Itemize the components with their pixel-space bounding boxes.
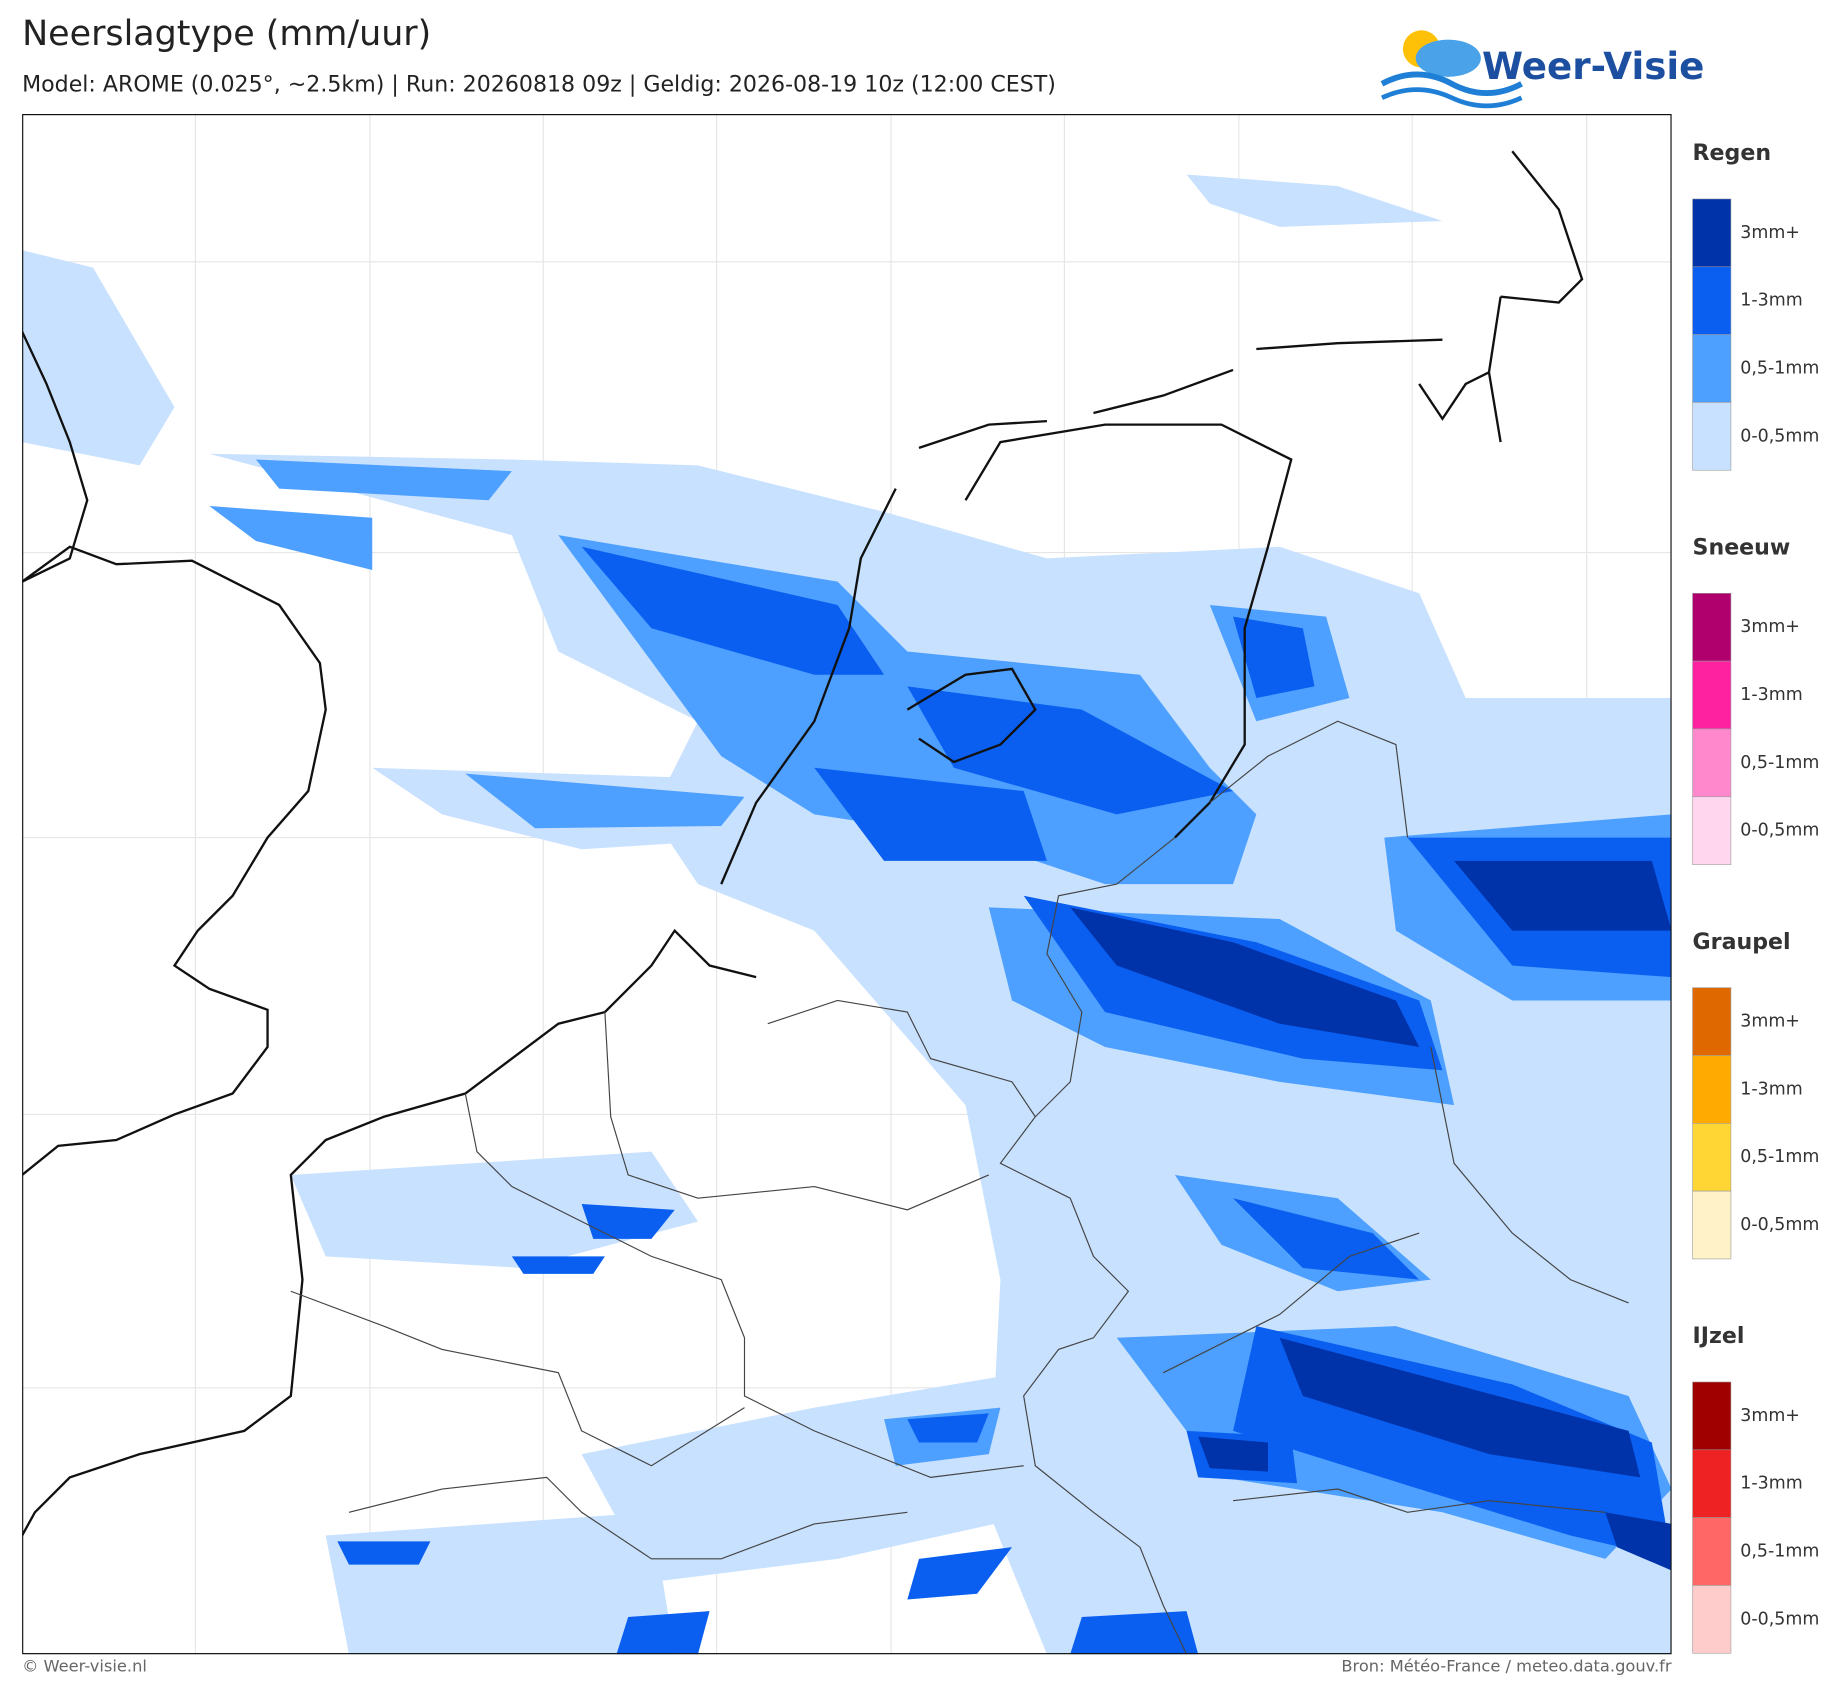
footer-left: © Weer-visie.nl (22, 1657, 147, 1676)
legend-label: 1-3mm (1740, 1079, 1802, 1099)
legend-label: 0,5-1mm (1740, 359, 1819, 379)
legend-swatch (1692, 1122, 1732, 1192)
legend-swatch (1692, 1190, 1732, 1260)
map (22, 114, 1672, 1655)
legend-group-title: Graupel (1693, 929, 1791, 955)
legend-label: 0-0,5mm (1740, 1215, 1819, 1235)
logo: Weer-Visie (1380, 30, 1704, 109)
legend-swatch (1692, 1517, 1732, 1586)
subtitle: Model: AROME (0.025°, ~2.5km) | Run: 202… (22, 71, 1056, 97)
legend-label: 3mm+ (1740, 617, 1800, 637)
legend-swatch (1692, 593, 1732, 662)
legend-swatch (1692, 796, 1732, 865)
legend-label: 0,5-1mm (1740, 1542, 1819, 1562)
legend-swatch (1692, 1055, 1732, 1124)
legend-swatch (1692, 266, 1732, 335)
legend-group-title: IJzel (1693, 1323, 1745, 1349)
legend-label: 0-0,5mm (1740, 1609, 1819, 1629)
borders (290, 720, 1629, 1655)
footer-right: Bron: Météo-France / meteo.data.gouv.fr (1341, 1657, 1672, 1676)
legend-label: 1-3mm (1740, 685, 1802, 705)
logo-text: Weer-Visie (1482, 44, 1704, 88)
legend-swatch (1692, 1585, 1732, 1654)
title: Neerslagtype (mm/uur) (22, 14, 431, 54)
legend-label: 0-0,5mm (1740, 426, 1819, 446)
legend-label: 3mm+ (1740, 1406, 1800, 1426)
legend-group-title: Regen (1693, 140, 1772, 166)
legend-group-title: Sneeuw (1693, 534, 1791, 560)
legend-swatch (1692, 402, 1732, 471)
legend-swatch (1692, 987, 1732, 1056)
legend-label: 0-0,5mm (1740, 821, 1819, 841)
legend: Regen 3mm+ 1-3mm 0,5-1mm 0-0,5mm Sneeuw 3mm+ 1-… (1692, 140, 1819, 1654)
rain-very-heavy (1070, 860, 1672, 1571)
legend-label: 1-3mm (1740, 1474, 1802, 1494)
legend-swatch (1692, 198, 1732, 268)
coastlines (22, 150, 1584, 1537)
legend-label: 0,5-1mm (1740, 1147, 1819, 1167)
legend-swatch (1692, 728, 1732, 798)
legend-label: 3mm+ (1740, 223, 1800, 243)
legend-swatch (1692, 1449, 1732, 1518)
legend-swatch (1692, 660, 1732, 730)
legend-label: 0,5-1mm (1740, 753, 1819, 773)
legend-swatch (1692, 334, 1732, 403)
legend-swatch (1692, 1381, 1732, 1451)
legend-label: 3mm+ (1740, 1012, 1800, 1032)
legend-label: 1-3mm (1740, 291, 1802, 311)
